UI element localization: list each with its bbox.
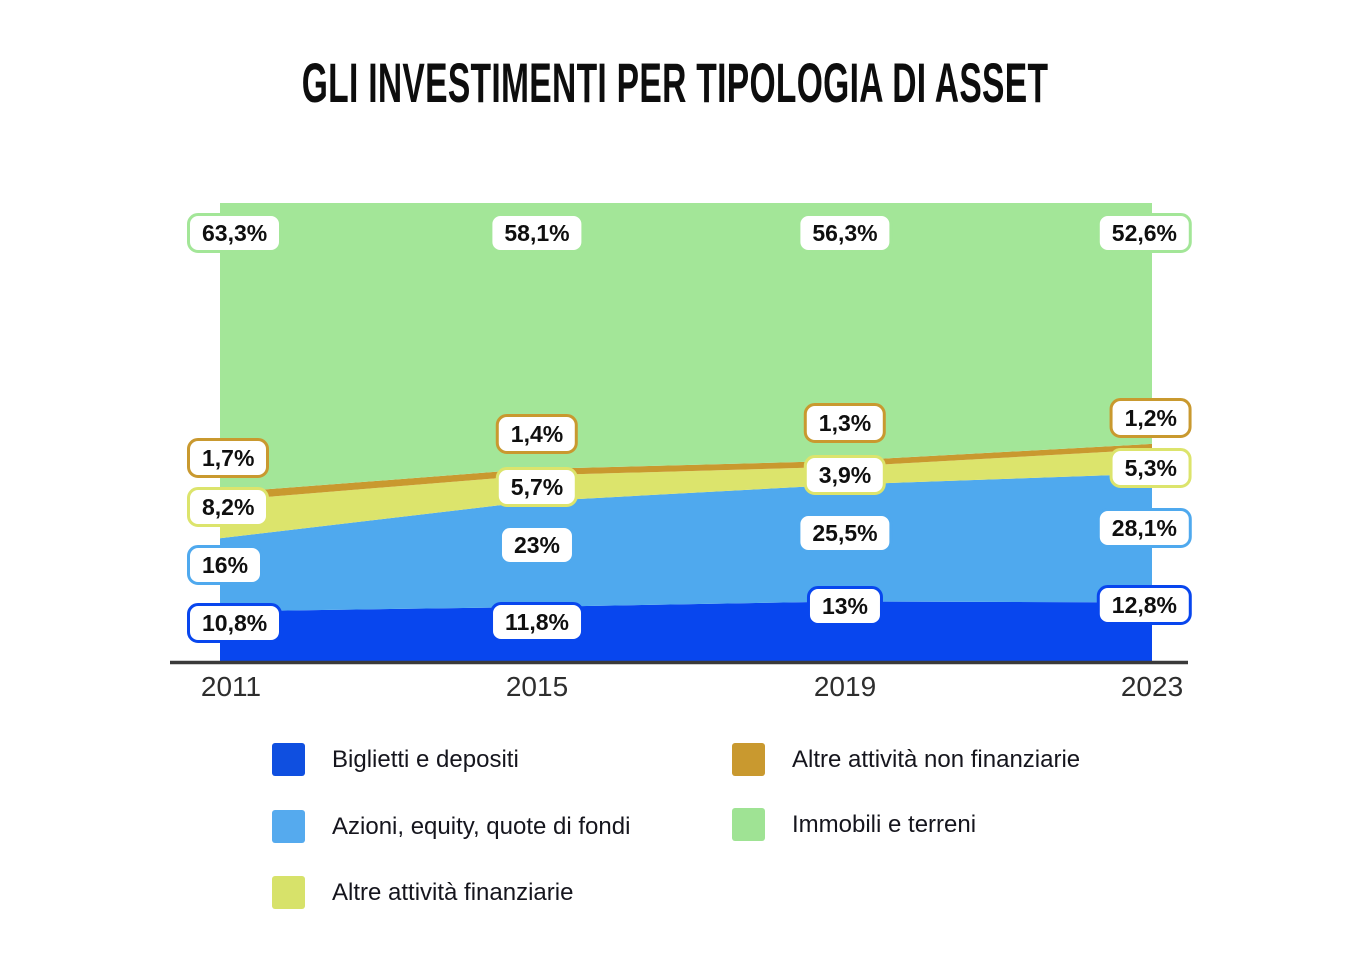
- legend-swatch: [272, 810, 305, 843]
- legend-swatch: [732, 808, 765, 841]
- x-axis-tick: 2011: [200, 671, 262, 702]
- value-label: 23%: [498, 525, 576, 565]
- area-azioni-equity-quote-di-fondi: [220, 473, 1152, 612]
- value-label: 10,8%: [187, 603, 283, 643]
- area-altre-attivit-finanziarie: [220, 449, 1152, 539]
- value-label: 1,4%: [495, 414, 579, 454]
- area-altre-attivit-non-finanziarie: [220, 443, 1152, 501]
- legend-label: Azioni, equity, quote di fondi: [332, 813, 631, 840]
- legend-item-immobili-e-terreni: Immobili e terreni: [732, 808, 976, 841]
- legend-item-altre-attivita-non-finanziarie: Altre attività non finanziarie: [732, 743, 1080, 776]
- value-label: 13%: [806, 586, 884, 626]
- value-label: 8,2%: [187, 487, 270, 527]
- value-label: 56,3%: [797, 213, 893, 253]
- value-label: 28,1%: [1096, 508, 1192, 548]
- value-label: 63,3%: [187, 213, 283, 253]
- legend-swatch: [272, 743, 305, 776]
- legend-swatch: [732, 743, 765, 776]
- x-axis-tick: 2015: [505, 671, 569, 702]
- legend-item-azioni-equity-quote-di-fondi: Azioni, equity, quote di fondi: [272, 810, 630, 843]
- value-label: 25,5%: [797, 513, 893, 553]
- value-label: 1,3%: [803, 403, 887, 443]
- value-label: 5,7%: [495, 467, 579, 507]
- area-biglietti-e-depositi: [220, 601, 1152, 661]
- value-label: 11,8%: [490, 602, 584, 642]
- legend-item-altre-attivita-finanziarie: Altre attività finanziarie: [272, 876, 573, 909]
- value-label: 12,8%: [1096, 585, 1192, 625]
- chart-title: GLI INVESTIMENTI PER TIPOLOGIA DI ASSET: [301, 51, 1049, 114]
- value-label: 1,2%: [1109, 398, 1192, 438]
- value-label: 16%: [187, 545, 264, 585]
- value-label: 52,6%: [1096, 213, 1192, 253]
- legend-label: Biglietti e depositi: [332, 746, 519, 773]
- value-label: 58,1%: [489, 213, 585, 253]
- value-label: 3,9%: [803, 455, 887, 495]
- x-axis-tick: 2019: [813, 671, 877, 702]
- area-immobili-e-terreni: [220, 203, 1152, 493]
- value-label: 1,7%: [187, 438, 270, 478]
- legend-label: Altre attività non finanziarie: [792, 746, 1081, 773]
- x-axis-tick: 2023: [1120, 671, 1184, 702]
- value-label: 5,3%: [1109, 448, 1192, 488]
- legend-label: Immobili e terreni: [792, 811, 977, 838]
- legend-label: Altre attività finanziarie: [332, 879, 574, 906]
- legend-swatch: [272, 876, 305, 909]
- legend-item-biglietti-e-depositi: Biglietti e depositi: [272, 743, 519, 776]
